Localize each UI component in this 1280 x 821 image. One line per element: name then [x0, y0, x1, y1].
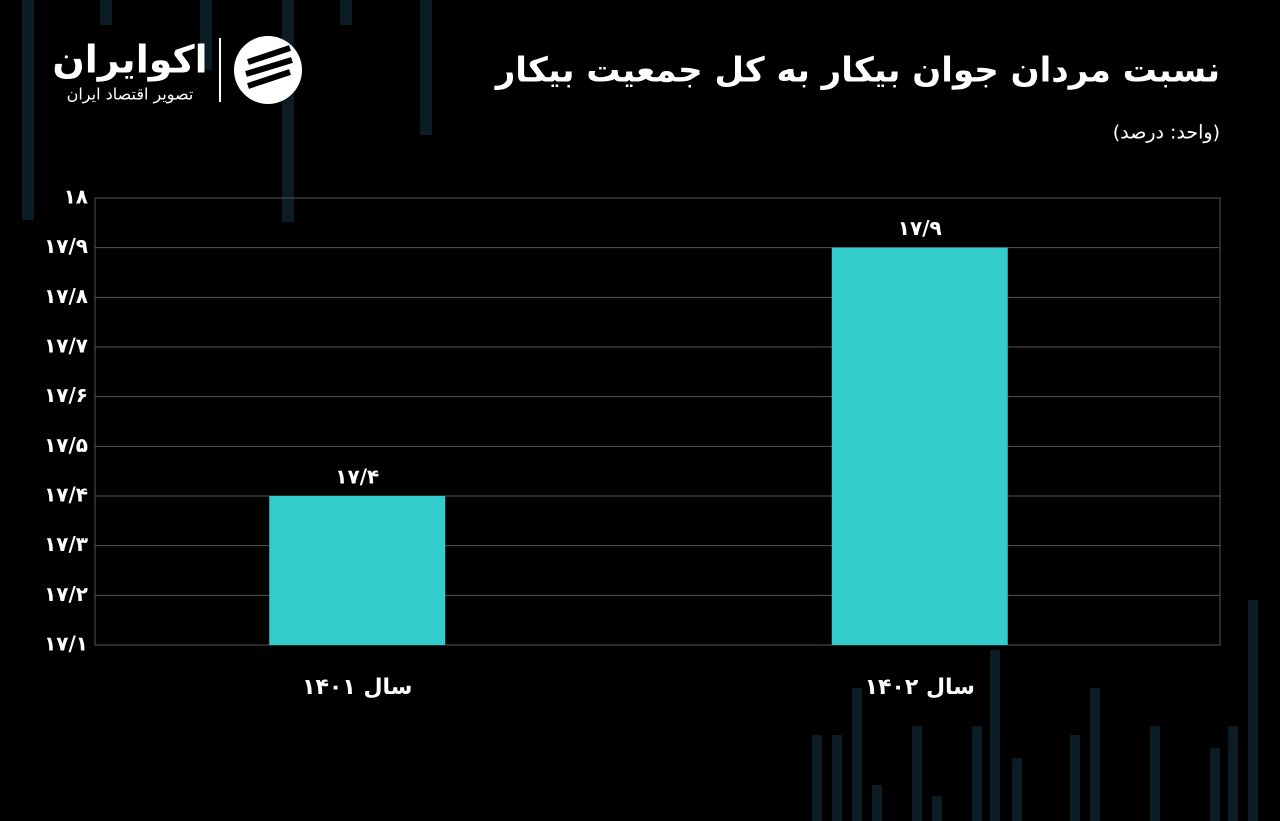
- value-label: ۱۷/۴: [335, 465, 379, 489]
- bar: [269, 496, 446, 645]
- y-tick-label: ۱۸: [64, 185, 88, 209]
- chart-title: نسبت مردان جوان بیکار به کل جمعیت بیکار: [494, 51, 1220, 91]
- y-tick-label: ۱۷/۸: [44, 284, 88, 308]
- brand-name: اکوایران: [52, 38, 207, 82]
- brand-tagline: تصویر اقتصاد ایران: [67, 85, 194, 105]
- y-tick-label: ۱۷/۶: [44, 383, 88, 407]
- value-label: ۱۷/۹: [898, 216, 942, 240]
- logo: اکوایران تصویر اقتصاد ایران: [52, 36, 302, 105]
- y-tick-label: ۱۷/۷: [44, 334, 88, 358]
- y-tick-label: ۱۷/۴: [44, 483, 88, 507]
- bar: [831, 247, 1008, 645]
- x-tick-label: سال ۱۴۰۱: [302, 675, 412, 700]
- y-tick-label: ۱۷/۲: [44, 582, 88, 606]
- chart-subtitle: (واحد: درصد): [1113, 122, 1220, 144]
- y-tick-label: ۱۷/۵: [44, 433, 88, 457]
- y-tick-label: ۱۷/۱: [44, 632, 88, 656]
- x-tick-label: سال ۱۴۰۲: [865, 675, 975, 700]
- y-tick-label: ۱۷/۳: [44, 532, 88, 556]
- y-tick-label: ۱۷/۹: [44, 234, 88, 258]
